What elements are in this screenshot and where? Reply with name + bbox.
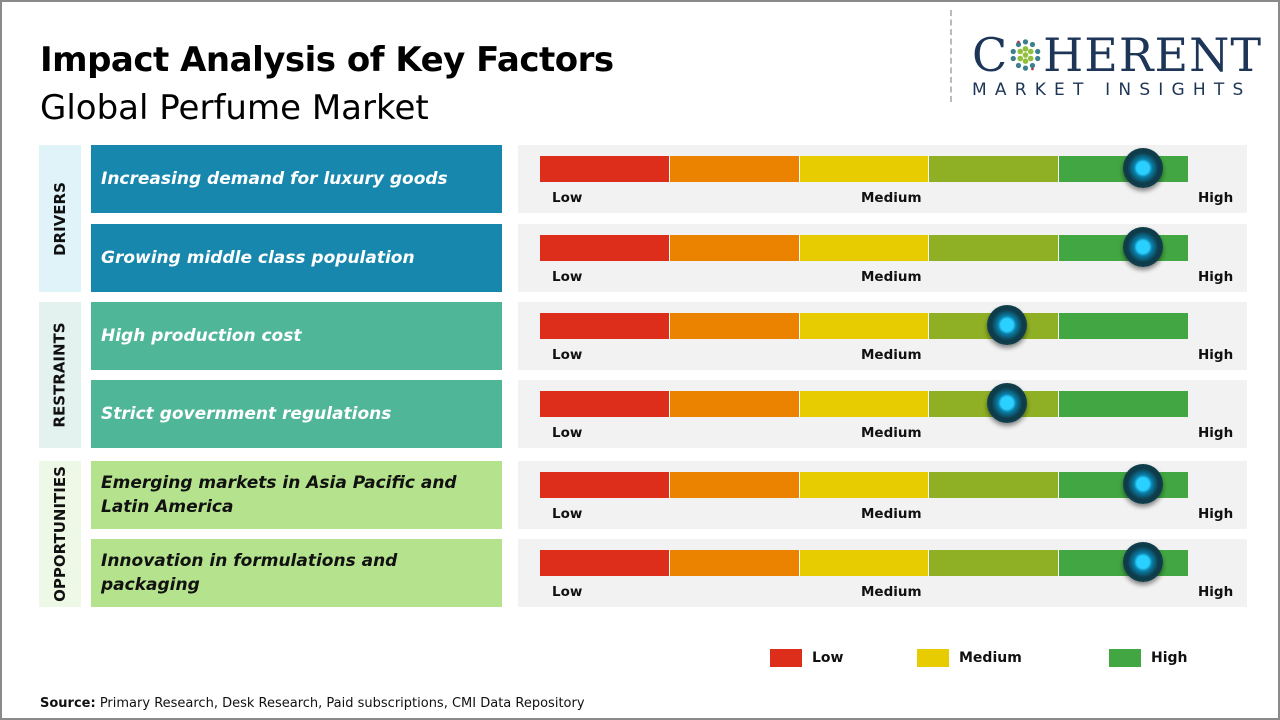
gauge-label-medium: Medium [861,506,922,522]
source-note: Source: Primary Research, Desk Research,… [40,696,585,711]
factor-label: Growing middle class population [101,248,415,268]
category-label: OPPORTUNITIES [51,466,69,602]
factor-label: High production cost [101,326,302,346]
source-text: Primary Research, Desk Research, Paid su… [95,696,585,711]
logo-tagline: MARKET INSIGHTS [972,80,1252,100]
gauge-segment [540,472,670,498]
gauge-label-high: High [1198,506,1234,522]
gauge-label-low: Low [552,269,583,285]
factor-label: Strict government regulations [101,404,392,424]
factor-box: Growing middle class population [91,224,502,292]
gauge-segment [929,156,1060,182]
page-subtitle: Global Perfume Market [40,88,429,128]
gauge-label-low: Low [552,190,583,206]
company-logo: C HERENT MARKET INSIGHTS [972,32,1262,100]
gauge-knob-icon [1122,148,1163,188]
gauge-knob-icon [1122,542,1163,582]
gauge-segment [669,156,800,182]
legend-swatch-medium [917,649,949,667]
factor-box: Increasing demand for luxury goods [91,145,502,213]
source-label: Source: [40,696,96,711]
gauge-bar [540,472,1188,498]
gauge-knob-icon [986,383,1027,423]
factor-label: Innovation in formulations and packaging [101,551,398,595]
gauge-segment [799,391,930,417]
factor-label: Emerging markets in Asia Pacific and Lat… [101,473,457,517]
gauge-bar [540,313,1188,339]
gauge-segment [799,313,930,339]
gauge-bar [540,156,1188,182]
gauge-segment [540,156,670,182]
gauge-segment [540,550,670,576]
gauge-knob-icon [1122,227,1163,267]
impact-gauge: Low Medium High [518,224,1247,292]
factor-box: Emerging markets in Asia Pacific and Lat… [91,461,502,529]
category-opportunities: OPPORTUNITIES [39,461,81,607]
gauge-segment [1059,391,1188,417]
impact-gauge: Low Medium High [518,461,1247,529]
legend-low: Low [770,649,843,667]
gauge-bar [540,391,1188,417]
gauge-segment [669,472,800,498]
gauge-knob-icon [1122,464,1163,504]
category-restraints: RESTRAINTS [39,302,81,448]
gauge-segment [669,550,800,576]
gauge-segment [799,235,930,261]
gauge-segment [929,472,1060,498]
impact-gauge: Low Medium High [518,302,1247,370]
legend-swatch-low [770,649,802,667]
legend-swatch-high [1109,649,1141,667]
gauge-segment [540,235,670,261]
gauge-label-high: High [1198,347,1234,363]
divider [950,10,952,102]
gauge-segment [1059,313,1188,339]
legend-label: Medium [959,650,1022,666]
category-drivers: DRIVERS [39,145,81,292]
gauge-label-medium: Medium [861,584,922,600]
logo-letter: C [972,28,1009,82]
gauge-bar [540,550,1188,576]
gauge-segment [799,156,930,182]
logo-word: HERENT [1043,28,1262,82]
gauge-segment [669,391,800,417]
legend-high: High [1109,649,1188,667]
globe-icon [1010,39,1041,71]
legend-label: Low [812,650,844,666]
gauge-segment [669,313,800,339]
gauge-label-low: Low [552,347,583,363]
factor-box: Strict government regulations [91,380,502,448]
gauge-segment [669,235,800,261]
factor-box: High production cost [91,302,502,370]
impact-gauge: Low Medium High [518,380,1247,448]
gauge-segment [540,313,670,339]
impact-gauge: Low Medium High [518,539,1247,607]
gauge-label-medium: Medium [861,347,922,363]
gauge-knob-icon [986,305,1027,345]
legend-label: High [1151,650,1188,666]
gauge-label-high: High [1198,190,1234,206]
gauge-label-low: Low [552,584,583,600]
gauge-label-high: High [1198,425,1234,441]
gauge-bar [540,235,1188,261]
factor-box: Innovation in formulations and packaging [91,539,502,607]
gauge-label-low: Low [552,506,583,522]
category-label: DRIVERS [51,181,70,256]
gauge-label-high: High [1198,584,1234,600]
gauge-label-medium: Medium [861,269,922,285]
page-title: Impact Analysis of Key Factors [40,40,614,80]
gauge-segment [540,391,670,417]
gauge-segment [929,235,1060,261]
legend-medium: Medium [917,649,1022,667]
gauge-label-high: High [1198,269,1234,285]
gauge-segment [799,550,930,576]
factor-label: Increasing demand for luxury goods [101,169,448,189]
category-label: RESTRAINTS [51,322,70,428]
gauge-label-medium: Medium [861,425,922,441]
gauge-label-low: Low [552,425,583,441]
impact-gauge: Low Medium High [518,145,1247,213]
gauge-label-medium: Medium [861,190,922,206]
gauge-segment [799,472,930,498]
gauge-segment [929,550,1060,576]
